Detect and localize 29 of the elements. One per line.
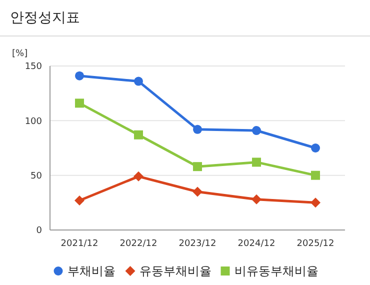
y-tick-label: 150 (24, 62, 42, 72)
x-tick-label: 2024/12 (238, 239, 276, 249)
point (252, 158, 261, 167)
legend-label: 부채비율 (67, 264, 116, 278)
point (134, 76, 143, 86)
chart-title: 안정성지표 (10, 10, 80, 26)
point (311, 144, 320, 152)
point (252, 194, 262, 204)
point (192, 186, 202, 197)
x-tick-label: 2025/12 (296, 239, 334, 249)
point (75, 98, 84, 108)
y-tick-label: 50 (30, 171, 42, 182)
y-tick-label: 100 (24, 116, 42, 127)
point (193, 124, 202, 134)
point (134, 130, 143, 140)
x-tick-label: 2023/12 (178, 239, 216, 249)
point (193, 162, 202, 172)
point (311, 170, 320, 180)
point (74, 195, 84, 206)
x-tick-label: 2022/12 (120, 239, 158, 249)
y-tick-label: 0 (36, 226, 42, 236)
legend-label: 비유동부채비율 (234, 264, 318, 278)
y-axis-title: [%] (12, 49, 28, 59)
legend-label: 유동부채비율 (139, 264, 212, 278)
point (310, 198, 320, 208)
point (75, 71, 84, 80)
x-tick-label: 2021/12 (60, 239, 98, 249)
point (134, 171, 144, 182)
point (252, 126, 261, 136)
